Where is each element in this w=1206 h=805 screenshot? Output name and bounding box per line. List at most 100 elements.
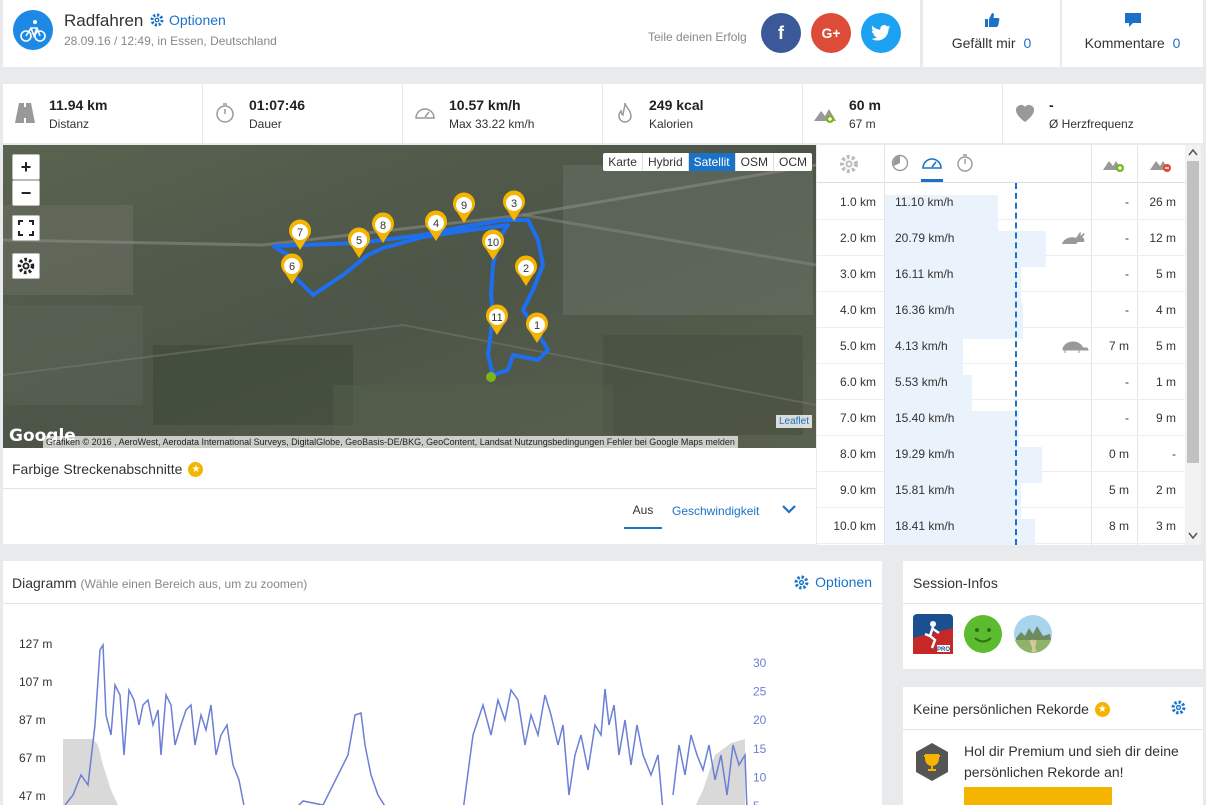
stat-label: Max 33.22 km/h [449,117,535,131]
route-marker-2[interactable]: 2 [515,255,537,286]
activity-options-link[interactable]: Optionen [150,12,226,28]
activity-title: Radfahren [64,11,144,30]
route-marker-10[interactable]: 10 [482,229,504,260]
divider [903,603,1203,604]
map-layer-hybrid[interactable]: Hybrid [641,153,688,171]
svg-text:11: 11 [491,312,502,324]
elevation-area [63,739,745,805]
stat-duration: 01:07:46 Dauer [203,84,403,143]
stat-distance: 11.94 km Distanz [3,84,203,143]
scroll-up-icon[interactable] [1188,148,1198,156]
stat-label: Distanz [49,117,90,131]
landscape-icon[interactable] [1013,614,1053,654]
speed-bar [885,375,972,411]
premium-button[interactable] [964,787,1112,805]
divider [1091,145,1092,545]
elevation-loss-cell: 2 m [1155,483,1176,497]
like-button[interactable]: Gefällt mir 0 [923,0,1060,67]
fullscreen-button[interactable] [12,215,40,241]
activity-subtitle: 28.09.16 / 12:49, in Essen, Deutschland [64,34,277,48]
stat-value: 11.94 km [49,97,108,113]
smiley-icon[interactable] [963,614,1003,654]
route-marker-11[interactable]: 11 [486,304,508,335]
map-settings-button[interactable] [12,253,40,279]
session-infos-panel: Session-Infos PRO [903,561,1203,669]
route-marker-6[interactable]: 6 [281,253,303,284]
zoom-in-button[interactable]: + [12,154,40,180]
stopwatch-icon[interactable] [955,153,975,173]
runtastic-pro-icon[interactable]: PRO [913,614,953,654]
chevron-down-icon[interactable] [780,500,798,518]
gear-icon[interactable] [839,154,859,174]
active-tab-indicator [921,179,943,182]
twitter-icon [871,25,891,41]
stat-value: - [1049,97,1054,113]
speed-axis-tick: 5 [753,799,760,805]
table-row: 4.0 km 16.36 km/h - 4 m [817,292,1185,339]
elevation-loss-cell: 4 m [1155,303,1176,317]
elevation-loss-cell: 3 m [1155,519,1176,533]
google-share-button[interactable]: G+ [811,13,851,53]
speed-cell: 16.11 km/h [895,267,954,281]
twitter-share-button[interactable] [861,13,901,53]
route-map[interactable]: 1 2 3 4 5 6 7 8 9 10 11 + − Karte Hybrid Satellit OSM… [3,145,816,448]
stat-label: 67 m [849,117,876,131]
gear-icon [17,257,35,275]
diagram-options-link[interactable]: Optionen [794,574,872,590]
scroll-down-icon[interactable] [1188,532,1198,540]
stopwatch-icon [216,103,234,123]
speed-bar [885,231,1046,267]
start-dot [486,372,496,382]
scrollbar[interactable] [1185,145,1201,545]
cycling-icon [13,10,53,50]
records-title: Keine persönlichen Rekorde [913,701,1089,717]
km-cell: 3.0 km [839,267,876,281]
map-layer-satellit[interactable]: Satellit [687,153,735,171]
activity-header: Radfahren Optionen 28.09.16 / 12:49, in … [3,0,920,67]
speedometer-icon[interactable] [921,153,943,173]
elevation-axis-tick: 67 m [19,751,46,765]
table-row: 9.0 km 15.81 km/h 5 m 2 m [817,472,1185,519]
elevation-gain-cell: - [1125,195,1129,209]
facebook-share-button[interactable]: f [761,13,801,53]
elevation-loss-icon [1150,161,1171,172]
diagram-options-label: Optionen [815,574,872,590]
map-canvas[interactable]: 1 2 3 4 5 6 7 8 9 10 11 [3,145,816,448]
like-label: Gefällt mir [951,35,1016,51]
speed-bar [885,411,1019,447]
segments-speed-tab[interactable]: Geschwindigkeit [672,504,760,518]
route-marker-3[interactable]: 3 [503,190,526,221]
table-row: 7.0 km 15.40 km/h - 9 m [817,400,1185,447]
svg-text:6: 6 [289,261,295,273]
speed-line [64,642,748,805]
route-marker-8[interactable]: 8 [372,212,394,243]
route-marker-4[interactable]: 4 [425,210,447,241]
speed-bar [885,519,1035,545]
gear-icon[interactable] [1171,700,1186,715]
map-layer-osm[interactable]: OSM [734,153,773,171]
stat-value: 01:07:46 [249,97,306,113]
comments-button[interactable]: Kommentare 0 [1062,0,1203,67]
pace-icon[interactable] [891,154,909,172]
route-marker-9[interactable]: 9 [453,192,475,223]
table-row: 2.0 km 20.79 km/h - 12 m [817,220,1185,267]
stat-elevation: 60 m 67 m [803,84,1003,143]
elevation-speed-chart[interactable]: 127 m 107 m 87 m 67 m 47 m 30 25 20 15 10 5 [3,605,882,805]
map-layer-ocm[interactable]: OCM [773,153,812,171]
map-layer-karte[interactable]: Karte [608,155,637,169]
divider [884,145,885,545]
segments-off-tab[interactable]: Aus [624,503,662,529]
route-marker-7[interactable]: 7 [289,219,311,250]
leaflet-link[interactable]: Leaflet [775,415,812,428]
route-marker-5[interactable]: 5 [348,227,370,258]
map-attribution[interactable]: Grafiken © 2016 , AeroWest, Aerodata Int… [43,436,738,448]
zoom-out-button[interactable]: − [12,180,40,206]
km-cell: 10.0 km [833,519,876,533]
divider [3,488,816,489]
elevation-gain-cell: - [1125,267,1129,281]
speed-axis-tick: 25 [753,685,767,699]
route-marker-1[interactable]: 1 [526,312,548,343]
scroll-thumb[interactable] [1187,161,1199,463]
km-splits-table: 1.0 km 11.10 km/h - 26 m 2.0 km 20.79 km… [817,145,1201,545]
elevation-loss-cell: 5 m [1155,267,1176,281]
